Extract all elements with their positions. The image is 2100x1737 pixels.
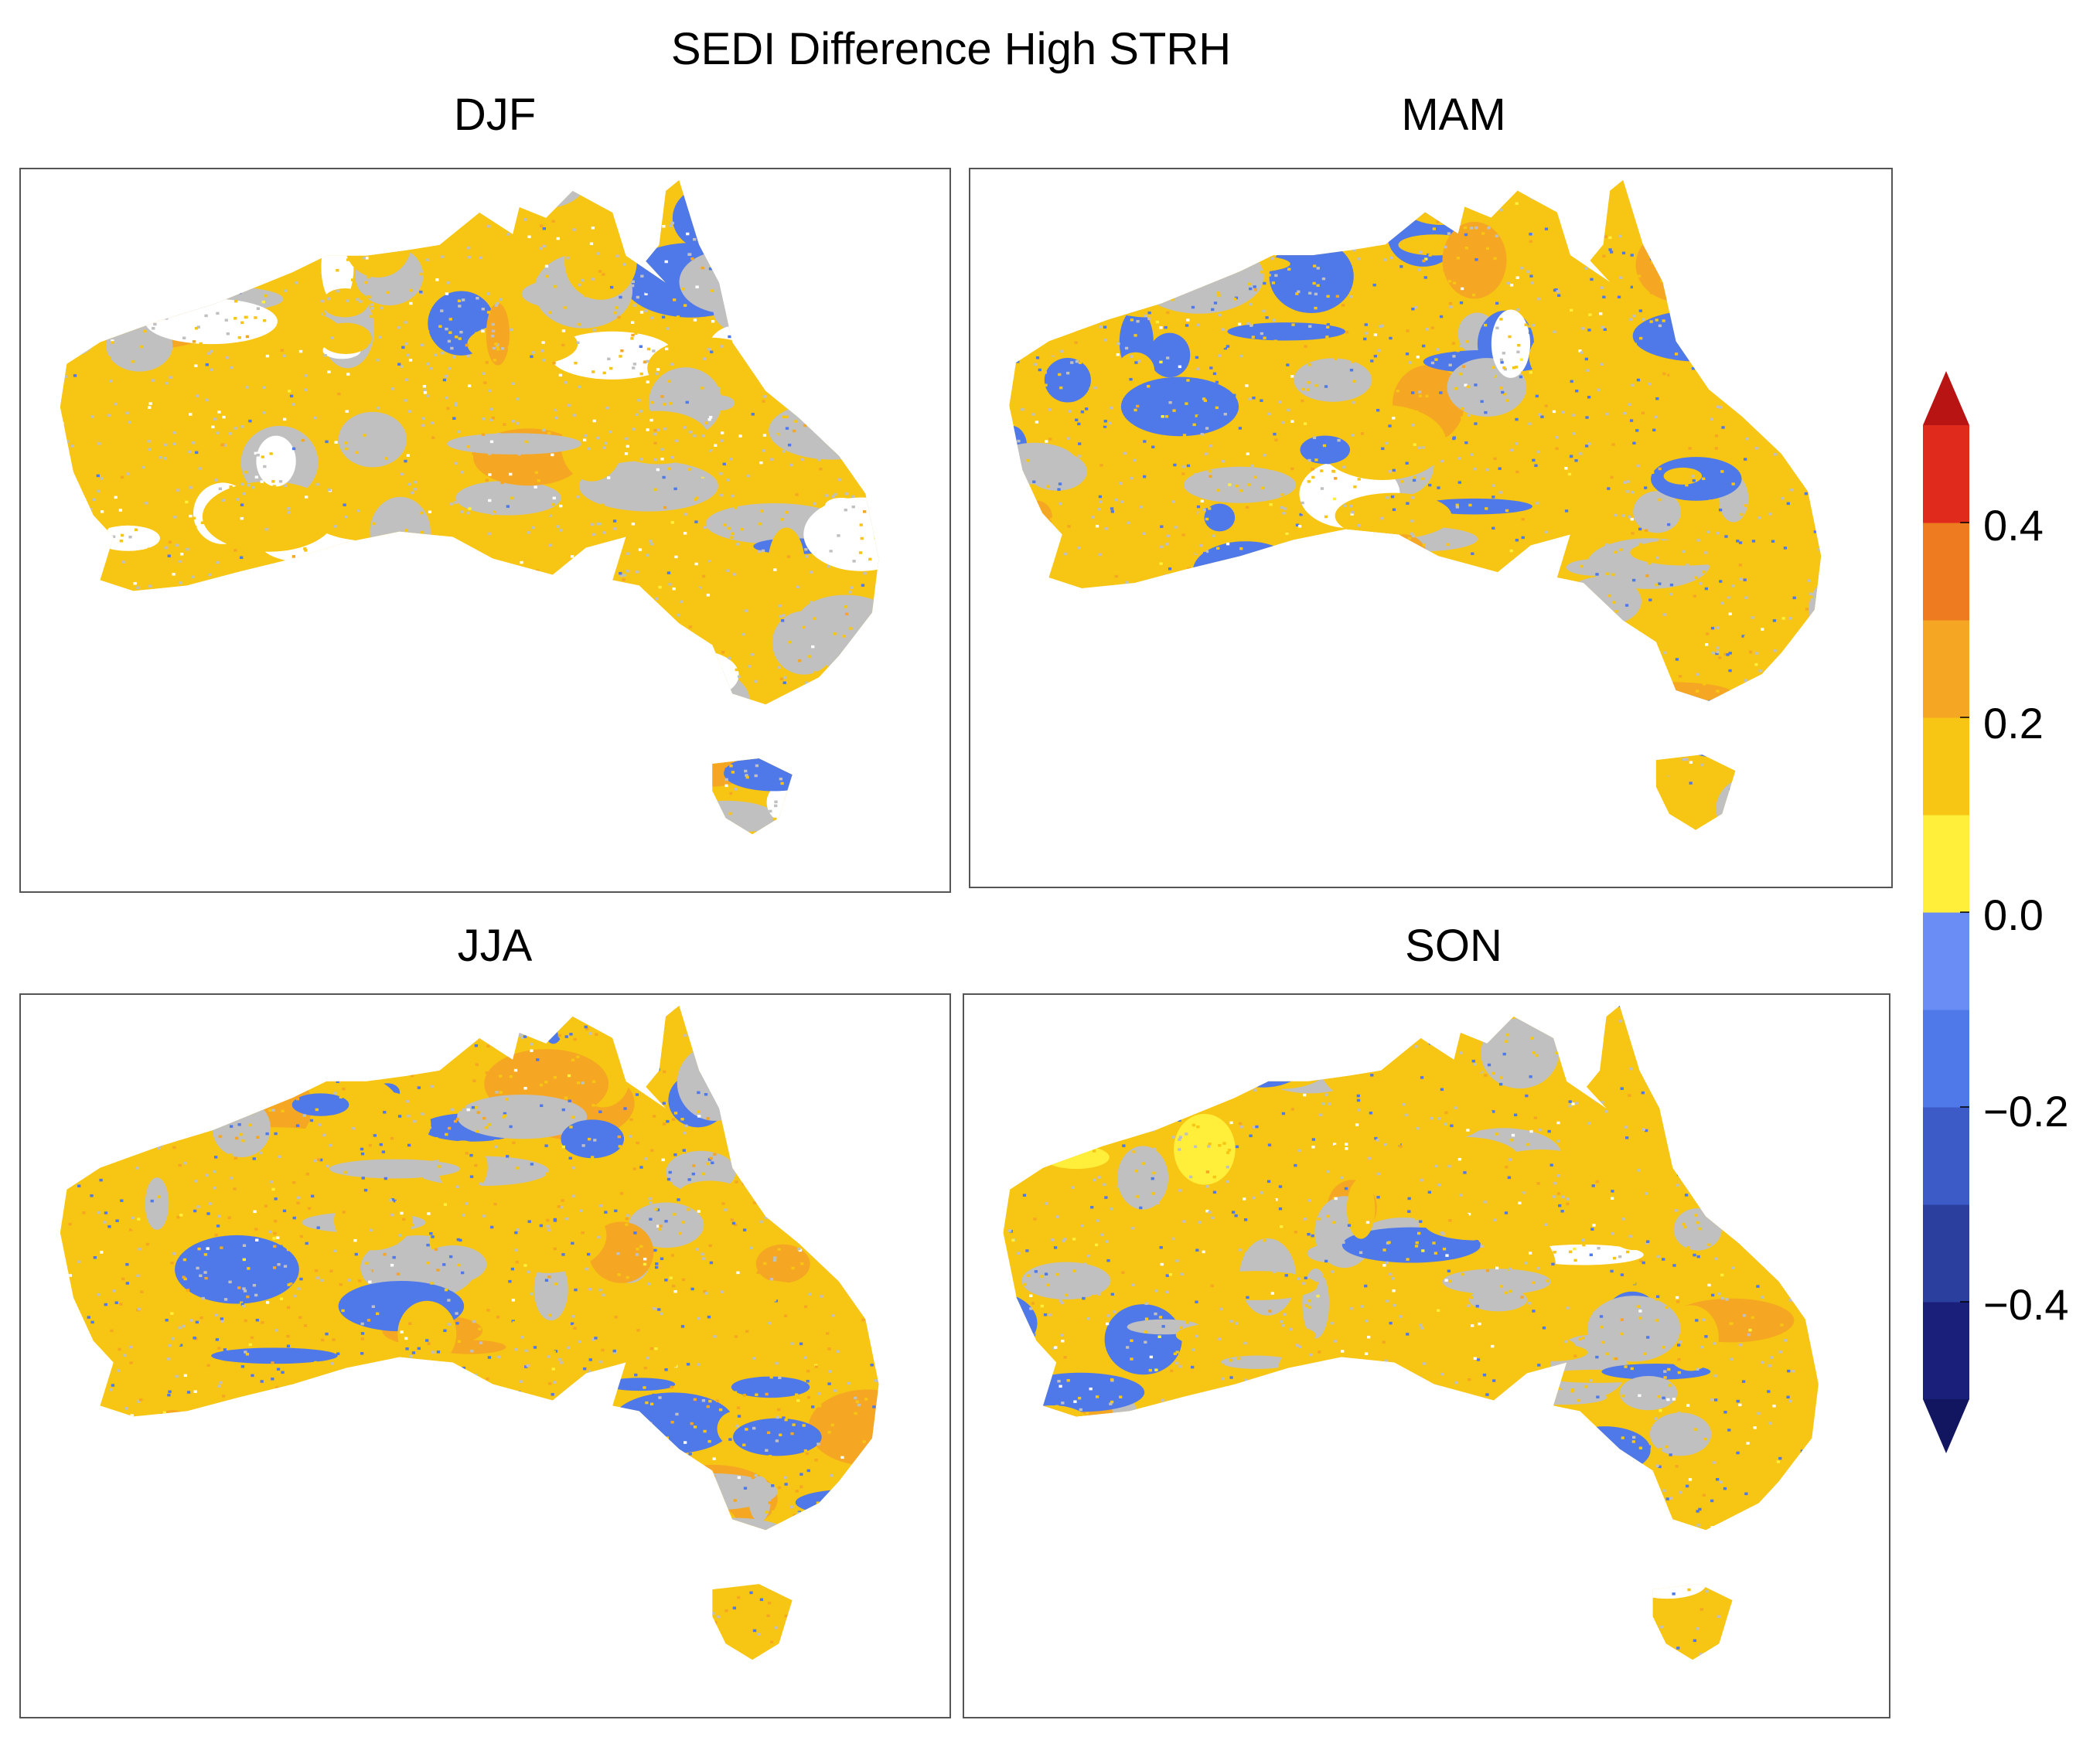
colorbar-segment (1923, 1010, 1969, 1108)
map-panel-jja (19, 993, 951, 1718)
colorbar-segment (1923, 620, 1969, 718)
colorbar-segment (1923, 1302, 1969, 1400)
map-panel-son (963, 993, 1890, 1718)
colorbar-extend-max (1923, 371, 1969, 425)
colorbar-segment (1923, 523, 1969, 621)
colorbar-tick-label: 0.2 (1983, 699, 2044, 748)
map-panel-mam (969, 168, 1893, 888)
colorbar-segment (1923, 815, 1969, 913)
australia-map-mam (1009, 179, 1822, 830)
colorbar-segment (1923, 1107, 1969, 1205)
panel-title-son: SON (1405, 921, 1502, 971)
colorbar-tick-label: 0.0 (1983, 891, 2044, 939)
colorbar-segment (1923, 1204, 1969, 1303)
australia-map-djf (60, 179, 879, 835)
colorbar-extend-min (1923, 1399, 1969, 1453)
panel-title-jja: JJA (457, 921, 533, 971)
colorbar-tick-label: −0.4 (1983, 1280, 2069, 1329)
figure-title: SEDI Difference High STRH (670, 24, 1232, 74)
australia-map-jja (60, 1005, 879, 1660)
map-panel-djf (19, 168, 951, 893)
colorbar-scale (1923, 371, 1969, 1453)
panel-title-djf: DJF (453, 90, 537, 140)
colorbar (1923, 371, 1969, 1453)
colorbar-tick-label: −0.2 (1983, 1087, 2069, 1136)
australia-map-son (1003, 1005, 1819, 1660)
colorbar-tick-label: 0.4 (1983, 501, 2044, 550)
panel-title-mam: MAM (1401, 90, 1506, 140)
colorbar-segment (1923, 912, 1969, 1010)
colorbar-segment (1923, 425, 1969, 523)
colorbar-segment (1923, 717, 1969, 816)
